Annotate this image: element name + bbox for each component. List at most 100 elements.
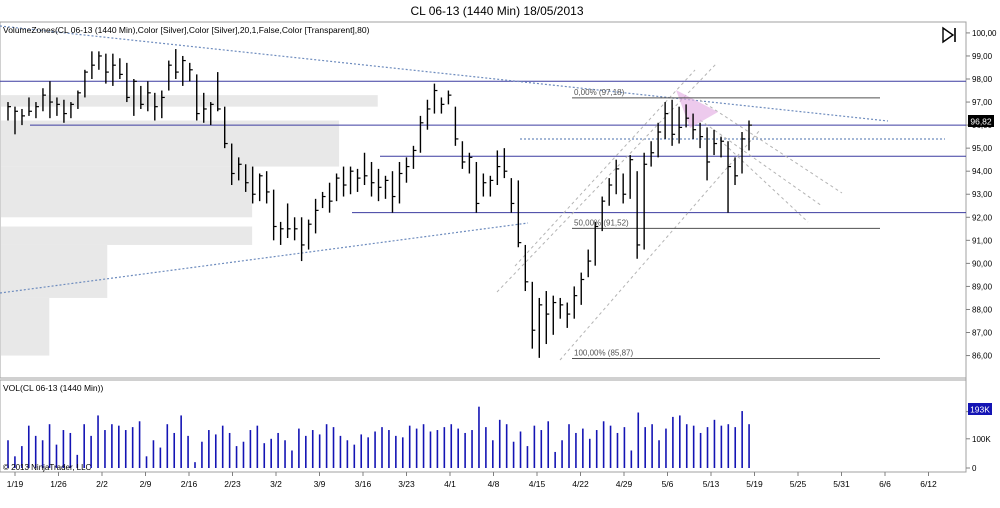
ohlc-bar	[706, 127, 711, 181]
ohlc-bar	[426, 99, 431, 130]
volume-label: VOL(CL 06-13 (1440 Min))	[3, 383, 103, 393]
ohlc-bar	[524, 244, 529, 292]
ohlc-bar	[154, 92, 158, 121]
ohlc-bar	[7, 102, 11, 121]
ohlc-bar	[608, 178, 613, 206]
date-tick-label: 3/9	[314, 479, 326, 489]
date-tick-label: 2/2	[96, 479, 108, 489]
horizontal-lines	[0, 80, 966, 214]
ohlc-bar	[580, 272, 585, 305]
ohlc-bar	[237, 157, 242, 181]
ohlc-bar	[175, 49, 179, 80]
price-axis: 86,00 87,00 88,00 89,00 90,00 91,00 92,00 93,00…	[966, 29, 997, 361]
ohlc-bar	[720, 136, 725, 158]
fib-levels: 0,00% (97,18)50,00% (91,52)100,00% (85,8…	[572, 88, 880, 360]
ohlc-bar	[468, 152, 473, 174]
date-tick-label: 2/23	[224, 479, 241, 489]
ohlc-bar	[196, 74, 200, 121]
volume-panel	[0, 379, 967, 473]
ohlc-bar	[650, 141, 655, 167]
ohlc-bar	[475, 161, 480, 213]
price-tick-label: 92,00	[972, 213, 993, 222]
ohlc-bar	[517, 180, 522, 248]
date-axis: 1/19 1/26 2/2 2/9 2/16 2/23 3/2 3/9 3/16 3/23 4/1 4…	[7, 472, 937, 489]
channel-line-4	[699, 99, 843, 194]
indicator-label: VolumeZones(CL 06-13 (1440 Min),Color [S…	[3, 25, 370, 35]
ohlc-bar	[328, 182, 333, 213]
ohlc-bar	[251, 166, 256, 204]
ohlc-bar	[112, 53, 116, 86]
ohlc-bar	[622, 173, 627, 204]
ohlc-bar	[35, 102, 39, 119]
ohlc-bar	[147, 81, 151, 112]
volume-zone	[1, 297, 50, 356]
channel-line-1	[496, 63, 717, 293]
ohlc-bar	[615, 159, 620, 195]
date-tick-label: 4/1	[444, 479, 456, 489]
ohlc-bar	[224, 106, 228, 149]
date-tick-label: 6/6	[879, 479, 891, 489]
ohlc-bar	[503, 148, 508, 179]
fib-label: 100,00% (85,87)	[574, 349, 633, 358]
ohlc-bar	[272, 189, 277, 241]
ohlc-bar	[594, 221, 599, 266]
channel-line-5	[699, 119, 823, 207]
volume-tick-label: 100K	[972, 435, 991, 444]
price-tick-label: 91,00	[972, 236, 993, 245]
price-tick-label: 87,00	[972, 329, 993, 338]
ohlc-bar	[133, 79, 137, 116]
date-tick-label: 5/13	[703, 479, 720, 489]
ohlc-bar	[161, 90, 165, 119]
ohlc-bar	[566, 302, 571, 328]
ohlc-bar	[398, 161, 403, 204]
ohlc-bar	[307, 219, 312, 250]
ohlc-bar	[356, 168, 361, 192]
ohlc-bar	[657, 122, 662, 158]
ohlc-bar	[98, 51, 102, 70]
volume-zone	[1, 226, 253, 245]
date-tick-label: 1/26	[50, 479, 67, 489]
ohlc-bar	[447, 90, 452, 105]
ohlc-bar	[265, 171, 270, 204]
price-tick-label: 93,00	[972, 190, 993, 199]
ohlc-bar	[49, 81, 53, 119]
ohlc-bar	[105, 53, 109, 84]
ohlc-bar	[377, 168, 382, 202]
ohlc-bar	[84, 69, 88, 98]
date-tick-label: 2/9	[140, 479, 152, 489]
ohlc-bar	[363, 152, 368, 186]
volume-zones	[1, 95, 378, 356]
ohlc-bar	[279, 221, 284, 245]
date-tick-label: 5/25	[790, 479, 807, 489]
ohlc-bar	[63, 99, 67, 123]
svg-text:96,82: 96,82	[970, 117, 992, 127]
fib-label: 0,00% (97,18)	[574, 88, 625, 97]
ohlc-bar	[664, 102, 669, 139]
volume-bars	[7, 406, 750, 468]
volume-axis: 0 100K	[966, 411, 991, 473]
channel-line-6	[719, 139, 809, 223]
ohlc-bar	[217, 72, 221, 112]
ohlc-bar	[258, 173, 263, 202]
skip-end-icon[interactable]	[942, 26, 956, 44]
ohlc-bar	[77, 90, 81, 109]
ohlc-bar	[210, 102, 214, 126]
ohlc-bar	[538, 297, 543, 358]
ohlc-bar	[321, 191, 326, 209]
ohlc-bar	[545, 291, 550, 345]
lower-trendline	[0, 222, 529, 294]
price-tick-label: 98,00	[972, 75, 993, 84]
ohlc-bar	[559, 297, 564, 319]
ohlc-bar	[573, 286, 578, 319]
ohlc-bar	[405, 157, 410, 183]
ohlc-bar	[21, 108, 25, 126]
date-tick-label: 4/15	[529, 479, 546, 489]
date-tick-label: 5/19	[746, 479, 763, 489]
ohlc-bar	[587, 249, 592, 278]
price-tick-label: 89,00	[972, 282, 993, 291]
volume-zone	[1, 166, 253, 218]
date-tick-label: 4/8	[488, 479, 500, 489]
date-tick-label: 5/31	[833, 479, 850, 489]
ohlc-bar	[601, 196, 606, 232]
